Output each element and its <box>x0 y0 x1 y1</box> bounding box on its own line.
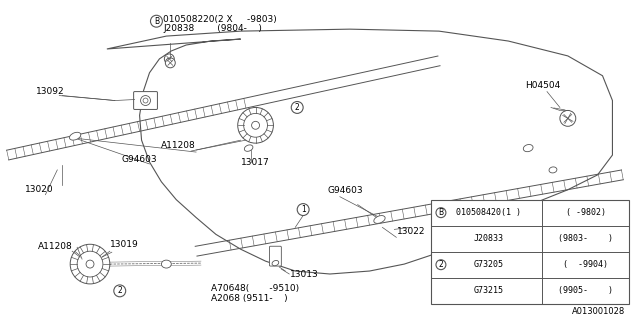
Circle shape <box>114 285 125 297</box>
Text: J20833: J20833 <box>474 234 504 243</box>
Text: 1: 1 <box>301 205 305 214</box>
Bar <box>431 200 629 304</box>
FancyBboxPatch shape <box>134 92 157 109</box>
Ellipse shape <box>272 260 279 266</box>
Text: (  -9904): ( -9904) <box>563 260 608 269</box>
Text: 010508420(1 ): 010508420(1 ) <box>456 208 521 217</box>
Ellipse shape <box>244 145 253 151</box>
Text: 13013: 13013 <box>291 270 319 279</box>
Text: ( -9802): ( -9802) <box>566 208 605 217</box>
Ellipse shape <box>374 216 385 223</box>
Circle shape <box>291 101 303 113</box>
Text: 2: 2 <box>295 103 300 112</box>
Text: B: B <box>438 208 444 217</box>
Text: A70648(       -9510): A70648( -9510) <box>211 284 299 293</box>
Text: G73205: G73205 <box>474 260 504 269</box>
Text: A013001028: A013001028 <box>572 307 625 316</box>
Text: A2068 (9511-    ): A2068 (9511- ) <box>211 294 287 303</box>
Text: 2: 2 <box>438 260 444 269</box>
Text: 13020: 13020 <box>24 185 53 194</box>
Ellipse shape <box>70 132 81 140</box>
Ellipse shape <box>549 167 557 173</box>
Circle shape <box>165 58 175 68</box>
Circle shape <box>436 208 446 218</box>
Circle shape <box>164 54 174 64</box>
Circle shape <box>560 110 576 126</box>
Text: G94603: G94603 <box>122 155 157 164</box>
Text: 13022: 13022 <box>397 227 426 236</box>
Text: G73215: G73215 <box>474 286 504 295</box>
Text: 13017: 13017 <box>241 158 269 167</box>
Text: G94603: G94603 <box>328 186 364 195</box>
Circle shape <box>150 15 163 27</box>
Text: 13092: 13092 <box>35 87 64 96</box>
Text: 13019: 13019 <box>110 240 139 249</box>
Ellipse shape <box>161 260 172 268</box>
Text: J20838        (9804-    ): J20838 (9804- ) <box>163 24 262 33</box>
Ellipse shape <box>524 145 533 152</box>
Text: (9905-    ): (9905- ) <box>558 286 613 295</box>
Text: B: B <box>154 17 159 26</box>
Text: A11208: A11208 <box>38 242 72 251</box>
Circle shape <box>297 204 309 215</box>
Text: 010508220(2 X     -9803): 010508220(2 X -9803) <box>163 15 277 24</box>
Text: H04504: H04504 <box>525 81 561 90</box>
Text: A11208: A11208 <box>161 141 196 150</box>
Text: 2: 2 <box>117 286 122 295</box>
Circle shape <box>436 260 446 270</box>
Text: (9803-    ): (9803- ) <box>558 234 613 243</box>
FancyBboxPatch shape <box>269 246 282 266</box>
